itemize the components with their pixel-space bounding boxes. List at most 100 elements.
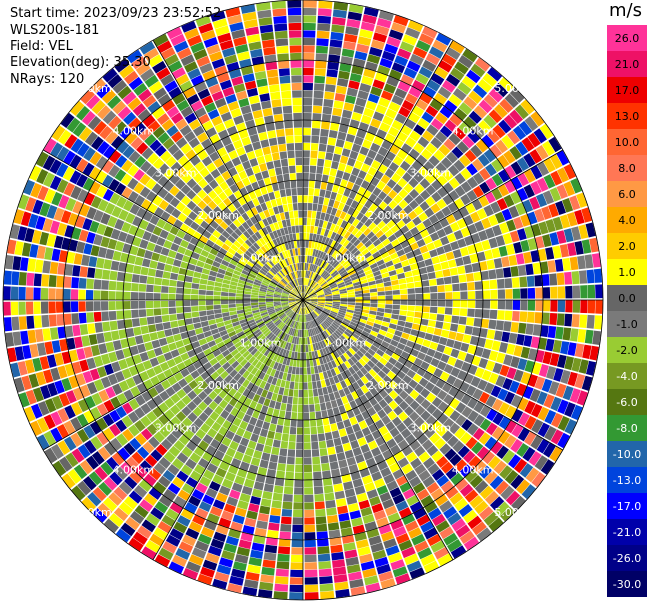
- noise-gate: [540, 325, 549, 338]
- velocity-gate: [324, 273, 331, 280]
- velocity-gate: [340, 116, 351, 126]
- velocity-gate: [356, 388, 365, 397]
- velocity-gate: [103, 331, 113, 343]
- velocity-gate: [214, 256, 223, 264]
- noise-gate: [408, 86, 422, 98]
- noise-gate: [477, 78, 493, 93]
- velocity-gate: [330, 368, 337, 377]
- velocity-gate: [476, 208, 488, 220]
- velocity-gate: [153, 347, 163, 357]
- velocity-gate: [170, 416, 182, 427]
- velocity-gate: [205, 335, 214, 343]
- velocity-gate: [317, 158, 325, 167]
- noise-gate: [471, 441, 484, 455]
- velocity-gate: [262, 193, 270, 202]
- noise-gate: [391, 22, 407, 34]
- velocity-gate: [483, 382, 495, 395]
- noise-gate: [114, 182, 127, 195]
- velocity-gate: [296, 434, 303, 443]
- velocity-gate: [305, 286, 309, 294]
- noise-gate: [274, 30, 288, 39]
- velocity-gate: [203, 406, 214, 417]
- velocity-gate: [245, 167, 254, 177]
- noise-gate: [535, 349, 545, 363]
- noise-gate: [251, 542, 265, 552]
- noise-gate: [454, 459, 468, 472]
- noise-gate: [474, 57, 491, 72]
- noise-gate: [469, 495, 484, 509]
- velocity-gate: [313, 310, 320, 316]
- noise-gate: [204, 102, 217, 113]
- noise-gate: [258, 17, 273, 26]
- velocity-gate: [239, 153, 249, 163]
- velocity-gate: [354, 430, 364, 440]
- noise-gate: [545, 338, 555, 352]
- noise-gate: [52, 460, 67, 477]
- velocity-gate: [326, 507, 337, 516]
- velocity-gate: [236, 286, 245, 291]
- velocity-gate: [260, 100, 272, 110]
- noise-gate: [56, 314, 65, 326]
- velocity-gate: [291, 264, 296, 272]
- velocity-gate: [360, 215, 369, 224]
- velocity-gate: [318, 395, 325, 404]
- noise-gate: [488, 88, 504, 103]
- velocity-gate: [232, 321, 240, 327]
- noise-gate: [463, 509, 478, 524]
- velocity-gate: [303, 142, 311, 151]
- noise-gate: [559, 243, 570, 258]
- velocity-gate: [199, 167, 210, 178]
- velocity-gate: [326, 317, 334, 324]
- velocity-gate: [365, 457, 377, 468]
- velocity-gate: [268, 310, 276, 316]
- velocity-gate: [325, 301, 333, 303]
- velocity-gate: [263, 317, 271, 323]
- noise-gate: [440, 480, 454, 493]
- noise-gate: [238, 539, 252, 550]
- velocity-gate: [240, 337, 249, 344]
- velocity-gate: [387, 370, 396, 380]
- velocity-gate: [237, 500, 249, 510]
- velocity-gate: [328, 266, 335, 274]
- velocity-gate: [250, 255, 259, 263]
- velocity-gate: [175, 411, 187, 422]
- velocity-gate: [267, 322, 274, 329]
- velocity-gate: [202, 451, 213, 463]
- noise-gate: [498, 402, 510, 415]
- velocity-gate: [488, 350, 499, 362]
- velocity-gate: [354, 177, 364, 187]
- noise-gate: [380, 531, 395, 542]
- velocity-gate: [319, 315, 325, 321]
- noise-gate: [319, 575, 333, 585]
- noise-gate: [303, 82, 314, 91]
- velocity-gate: [198, 380, 209, 391]
- velocity-gate: [449, 323, 459, 332]
- velocity-gate: [193, 143, 205, 155]
- velocity-gate: [293, 255, 297, 264]
- colorbar-tick-label: 6.0: [618, 188, 636, 201]
- velocity-gate: [433, 351, 443, 361]
- noise-gate: [122, 428, 134, 442]
- noise-gate: [82, 370, 93, 384]
- noise-gate: [564, 313, 573, 327]
- velocity-gate: [485, 395, 497, 408]
- noise-gate: [41, 274, 50, 287]
- noise-gate: [201, 29, 216, 41]
- velocity-gate: [344, 278, 352, 284]
- velocity-gate: [309, 336, 313, 345]
- noise-gate: [115, 419, 128, 433]
- velocity-gate: [316, 166, 324, 174]
- velocity-gate: [146, 241, 156, 252]
- noise-gate: [274, 583, 289, 592]
- velocity-gate: [351, 112, 363, 122]
- noise-gate: [585, 222, 596, 238]
- noise-gate: [538, 337, 548, 350]
- velocity-gate: [306, 278, 309, 286]
- velocity-gate: [230, 458, 242, 468]
- noise-gate: [380, 578, 396, 589]
- velocity-gate: [276, 174, 284, 183]
- noise-gate: [530, 111, 545, 127]
- velocity-gate: [285, 411, 292, 419]
- velocity-gate: [374, 453, 385, 464]
- velocity-gate: [340, 247, 348, 256]
